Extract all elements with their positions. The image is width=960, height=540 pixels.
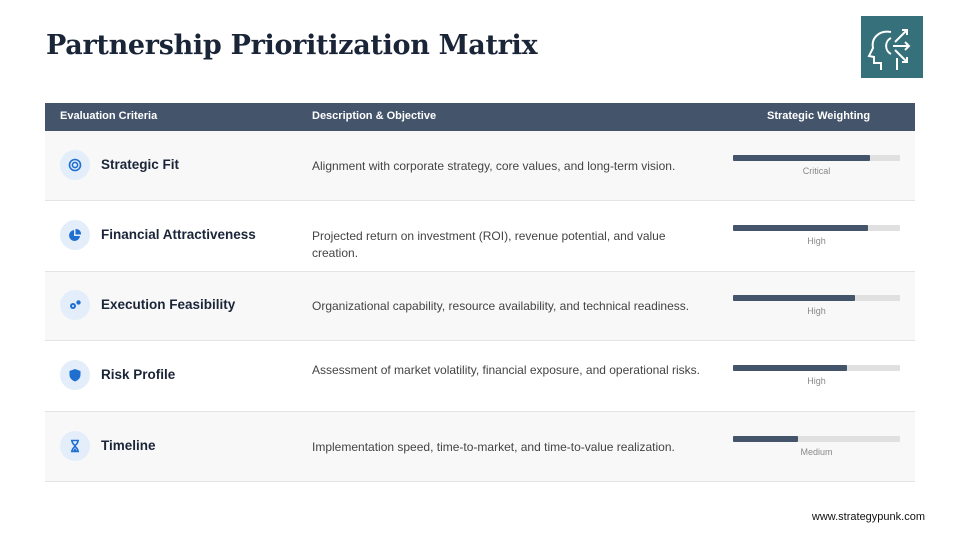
weight-level: Medium: [800, 446, 833, 457]
weight-level: High: [807, 236, 826, 246]
page-title: Partnership Prioritization Matrix: [46, 30, 538, 61]
weight-bar: [733, 435, 900, 442]
table-row: Strategic Fit Alignment with corporate s…: [45, 131, 915, 201]
criteria-name: Strategic Fit: [101, 156, 180, 172]
criteria-description: Alignment with corporate strategy, core …: [312, 158, 676, 173]
weight-bar: [733, 225, 900, 231]
table-header: Evaluation Criteria Description & Object…: [45, 103, 915, 131]
table-row: Risk Profile Assessment of market volati…: [45, 341, 915, 412]
weight-bar-fill: [733, 225, 869, 231]
criteria-description: Projected return on investment (ROI), re…: [312, 229, 666, 260]
table-row: Execution Feasibility Organizational cap…: [45, 272, 915, 341]
weight-level: High: [807, 306, 826, 316]
criteria-name: Timeline: [101, 437, 156, 453]
table-row: Financial Attractiveness Projected retur…: [45, 201, 915, 272]
criteria-description: Organizational capability, resource avai…: [312, 299, 690, 313]
header-criteria: Evaluation Criteria: [60, 110, 158, 122]
target-icon: [60, 149, 90, 180]
criteria-name: Financial Attractiveness: [101, 227, 256, 242]
weight-level: High: [807, 376, 826, 386]
weight-level: Critical: [802, 165, 831, 176]
criteria-name: Execution Feasibility: [101, 297, 236, 312]
criteria-description: Implementation speed, time-to-market, an…: [312, 439, 675, 454]
criteria-description: Assessment of market volatility, financi…: [312, 363, 700, 377]
criteria-name: Risk Profile: [101, 367, 176, 382]
footer-url: www.strategypunk.com: [811, 511, 925, 523]
weight-bar-fill: [733, 435, 799, 442]
weight-bar: [733, 154, 900, 161]
pie-chart-icon: [60, 220, 90, 250]
weight-bar: [733, 365, 900, 371]
head-arrows-icon: [861, 16, 923, 78]
gears-icon: [60, 290, 90, 320]
weight-bar-fill: [733, 154, 870, 161]
shield-icon: [60, 360, 90, 390]
matrix-table: Evaluation Criteria Description & Object…: [45, 103, 915, 482]
header-description: Description & Objective: [312, 110, 437, 122]
weight-bar-fill: [733, 365, 847, 371]
weight-bar-fill: [733, 295, 855, 301]
table-row: Timeline Implementation speed, time-to-m…: [45, 412, 915, 482]
weight-bar: [733, 295, 900, 301]
hourglass-icon: [60, 430, 90, 461]
header-weighting: Strategic Weighting: [767, 110, 871, 122]
